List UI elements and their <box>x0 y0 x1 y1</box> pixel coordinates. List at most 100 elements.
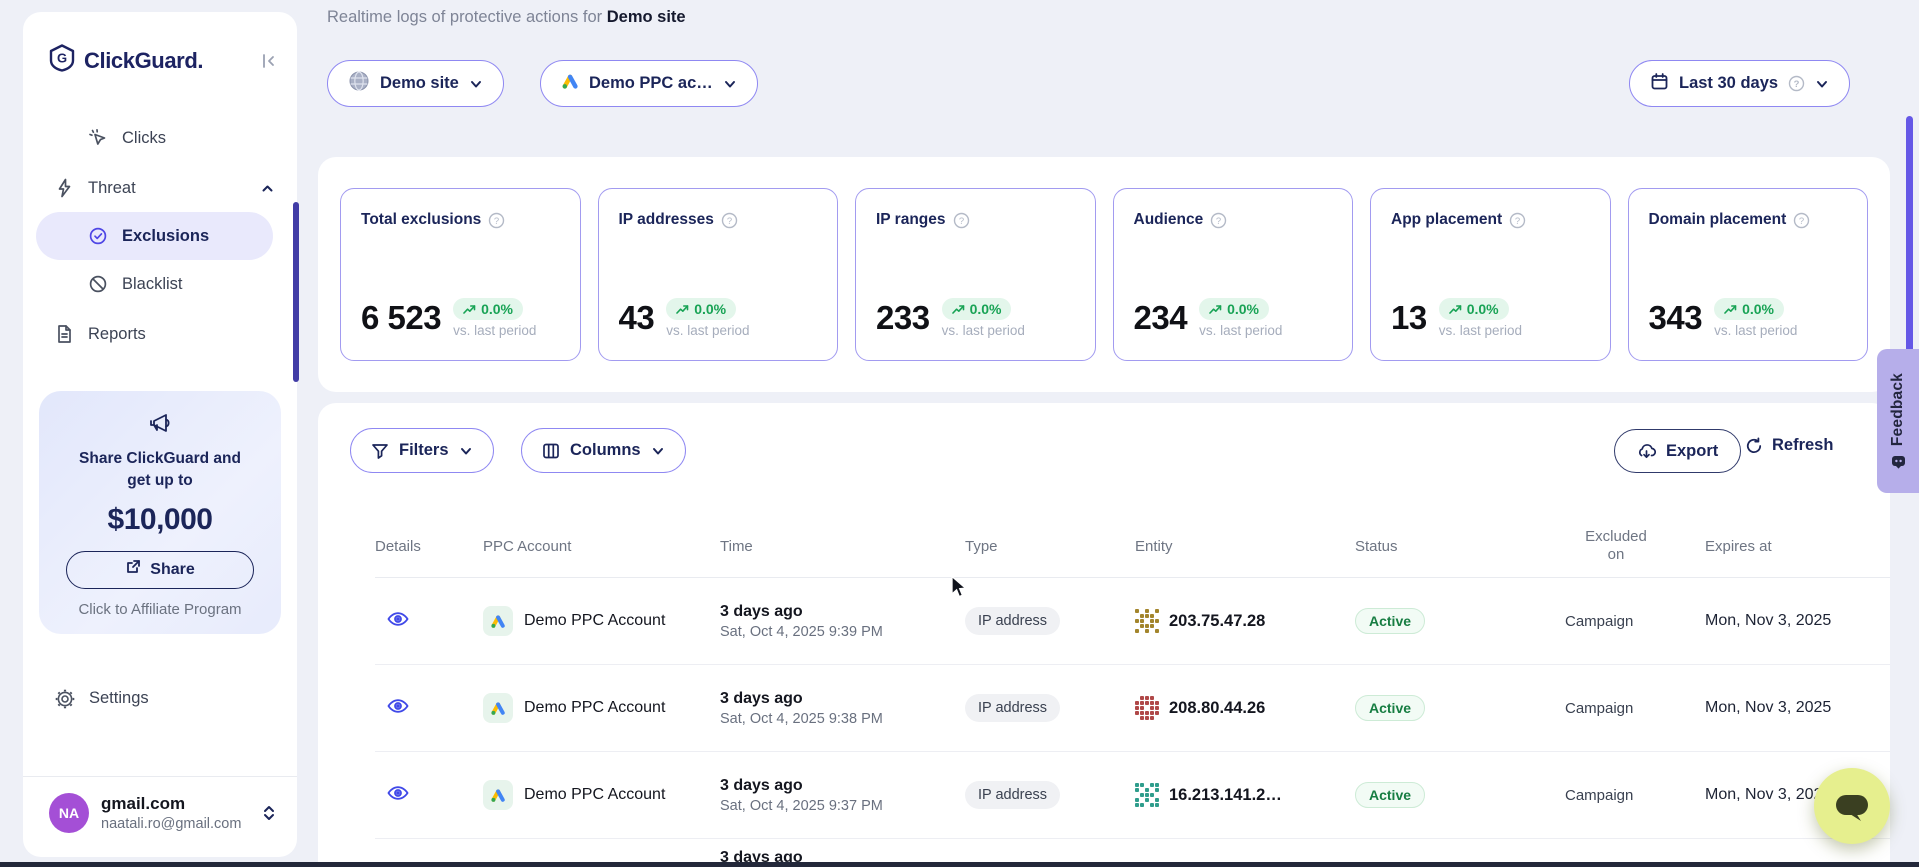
stat-card-total-exclusions: Total exclusions ? 6 523 0.0% vs. last p… <box>340 188 581 361</box>
view-details-button[interactable] <box>387 784 409 802</box>
stat-label: App placement <box>1391 211 1502 229</box>
column-header-excluded-on: Excluded on <box>1581 528 1651 564</box>
chat-widget-button[interactable] <box>1814 768 1890 844</box>
stat-delta-badge: 0.0% <box>942 298 1012 320</box>
user-name: gmail.com <box>101 794 241 814</box>
export-button[interactable]: Export <box>1614 429 1741 473</box>
stat-value: 6 523 <box>361 299 441 337</box>
globe-icon <box>348 70 370 97</box>
table-row: Demo PPC Account 3 days ago Sat, Oct 4, … <box>375 665 1890 752</box>
site-selector-value: Demo site <box>380 74 459 93</box>
column-header-type: Type <box>965 538 1135 555</box>
eye-icon <box>387 697 409 715</box>
stat-caption: vs. last period <box>1199 323 1282 338</box>
date-range-dropdown[interactable]: Last 30 days ? <box>1629 60 1850 107</box>
page-subtitle: Realtime logs of protective actions for … <box>327 8 686 27</box>
cloud-download-icon <box>1637 443 1656 460</box>
affiliate-promo-card[interactable]: Share ClickGuard and get up to $10,000 S… <box>39 391 281 634</box>
svg-text:G: G <box>57 51 67 66</box>
stat-label: Domain placement <box>1649 211 1787 229</box>
expires-at-value: Mon, Nov 3, 2025 <box>1705 699 1890 717</box>
user-email: naatali.ro@gmail.com <box>101 816 241 832</box>
excluded-on-value: Campaign <box>1565 787 1705 804</box>
help-circle-icon[interactable]: ? <box>1793 212 1810 229</box>
gear-icon <box>55 689 75 709</box>
promo-amount: $10,000 <box>53 503 267 537</box>
time-relative: 3 days ago <box>720 777 965 795</box>
view-details-button[interactable] <box>387 610 409 628</box>
ppc-account-name: Demo PPC Account <box>524 786 665 804</box>
account-switcher[interactable]: NA gmail.com naatali.ro@gmail.com <box>23 777 297 857</box>
status-badge: Active <box>1355 608 1425 634</box>
sidebar-item-blacklist[interactable]: Blacklist <box>23 263 297 305</box>
sidebar-item-threat[interactable]: Threat <box>23 167 297 209</box>
type-badge: IP address <box>965 781 1060 809</box>
excluded-on-value: Campaign <box>1565 700 1705 717</box>
google-ads-icon <box>483 606 513 636</box>
feedback-tab[interactable]: Feedback <box>1877 349 1919 493</box>
columns-label: Columns <box>570 441 641 460</box>
badge-check-icon <box>88 226 108 246</box>
sidebar-item-settings[interactable]: Settings <box>23 678 297 720</box>
trend-up-icon <box>676 304 689 315</box>
help-circle-icon[interactable]: ? <box>488 212 505 229</box>
share-button[interactable]: Share <box>66 551 254 589</box>
chevron-down-icon <box>459 444 473 458</box>
time-relative: 3 days ago <box>720 690 965 708</box>
stat-caption: vs. last period <box>1439 323 1522 338</box>
megaphone-icon <box>53 411 267 440</box>
eye-icon <box>387 784 409 802</box>
entity-value: 16.213.141.2… <box>1169 786 1282 805</box>
chevrons-up-down-icon <box>261 804 277 822</box>
ppc-account-selector-dropdown[interactable]: Demo PPC ac… <box>540 60 758 107</box>
type-badge: IP address <box>965 694 1060 722</box>
svg-text:?: ? <box>1794 79 1800 90</box>
sidebar-scrollbar-thumb[interactable] <box>293 202 299 382</box>
sidebar-item-exclusions[interactable]: Exclusions <box>36 212 273 260</box>
sidebar-item-clicks[interactable]: Clicks <box>23 117 297 159</box>
help-circle-icon[interactable]: ? <box>953 212 970 229</box>
time-full: Sat, Oct 4, 2025 9:38 PM <box>720 711 965 727</box>
svg-text:?: ? <box>958 216 963 227</box>
sidebar-item-reports[interactable]: Reports <box>23 313 297 355</box>
sidebar-item-label: Settings <box>89 689 149 708</box>
app-root: G ClickGuard. Clicks <box>0 0 1919 867</box>
date-range-value: Last 30 days <box>1679 74 1778 93</box>
columns-dropdown[interactable]: Columns <box>521 428 686 473</box>
help-circle-icon[interactable]: ? <box>1509 212 1526 229</box>
logo-row: G ClickGuard. <box>23 12 297 77</box>
lightning-icon <box>55 178 74 198</box>
sidebar-item-label: Exclusions <box>122 227 209 246</box>
refresh-label: Refresh <box>1772 436 1833 455</box>
document-icon <box>55 324 74 344</box>
stat-value: 13 <box>1391 299 1427 337</box>
refresh-button[interactable]: Refresh <box>1745 436 1833 455</box>
chevron-down-icon <box>469 77 483 91</box>
stat-caption: vs. last period <box>1714 323 1797 338</box>
stat-label: Total exclusions <box>361 211 481 229</box>
site-selector-dropdown[interactable]: Demo site <box>327 60 504 107</box>
view-details-button[interactable] <box>387 697 409 715</box>
time-full: Sat, Oct 4, 2025 9:39 PM <box>720 624 965 640</box>
time-full: Sat, Oct 4, 2025 9:37 PM <box>720 798 965 814</box>
promo-headline: Share ClickGuard and get up to <box>75 448 245 493</box>
google-ads-icon <box>483 780 513 810</box>
stat-card-app-placement: App placement ? 13 0.0% vs. last period <box>1370 188 1611 361</box>
collapse-sidebar-icon[interactable] <box>259 51 279 71</box>
help-circle-icon[interactable]: ? <box>1210 212 1227 229</box>
excluded-on-value: Campaign <box>1565 613 1705 630</box>
filters-label: Filters <box>399 441 449 460</box>
subtitle-text: Realtime logs of protective actions for <box>327 8 602 26</box>
stat-delta-badge: 0.0% <box>1199 298 1269 320</box>
cursor-click-icon <box>88 128 108 148</box>
table-toolbar: Filters Columns Export Refresh <box>318 428 1890 474</box>
chevron-down-icon <box>651 444 665 458</box>
help-circle-icon[interactable]: ? <box>721 212 738 229</box>
filters-dropdown[interactable]: Filters <box>350 428 494 473</box>
svg-text:?: ? <box>494 216 499 227</box>
stat-delta-badge: 0.0% <box>1439 298 1509 320</box>
stats-panel: Total exclusions ? 6 523 0.0% vs. last p… <box>318 157 1890 392</box>
trend-up-icon <box>1724 304 1737 315</box>
bottom-edge <box>0 862 1919 867</box>
column-header-details: Details <box>375 538 483 555</box>
